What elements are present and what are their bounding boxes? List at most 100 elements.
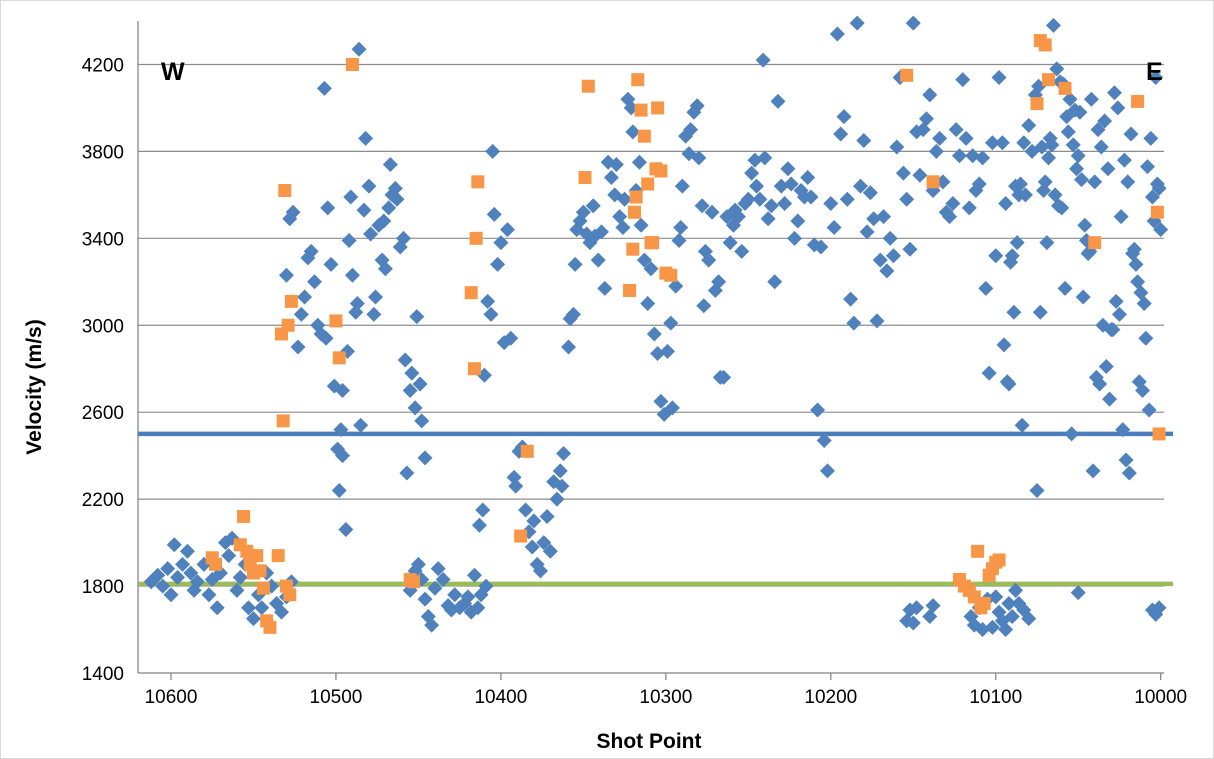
data-point-diamond (343, 189, 359, 205)
data-point-diamond (278, 267, 294, 283)
data-point-square (1150, 205, 1164, 219)
data-point-diamond (998, 622, 1014, 638)
data-point-diamond (320, 200, 336, 216)
data-point-diamond (885, 248, 901, 264)
data-point-diamond (285, 204, 301, 220)
y-tick-label: 2600 (82, 403, 124, 424)
data-point-diamond (1148, 70, 1164, 86)
data-point-diamond (1105, 322, 1121, 338)
data-point-square (628, 205, 642, 219)
data-point-diamond (767, 274, 783, 290)
data-point-diamond (734, 243, 750, 259)
data-point-square (629, 190, 643, 204)
data-point-diamond (603, 169, 619, 185)
data-point-diamond (493, 235, 509, 251)
data-point-diamond (1041, 150, 1057, 166)
data-point-diamond (730, 209, 746, 225)
y-tick-label: 4200 (82, 55, 124, 76)
data-point-diamond (975, 150, 991, 166)
data-point-diamond (470, 600, 486, 616)
data-point-diamond (1113, 209, 1129, 225)
data-point-diamond (389, 191, 405, 207)
data-point-square (581, 79, 595, 93)
data-point-square (1030, 97, 1044, 111)
data-point-diamond (232, 569, 248, 585)
data-point-diamond (650, 346, 666, 362)
data-point-square (1131, 94, 1145, 108)
data-point-square (345, 57, 359, 71)
data-point-diamond (833, 126, 849, 142)
data-point-square (626, 242, 640, 256)
data-point-diamond (1069, 161, 1085, 177)
x-tick-label: 10100 (969, 687, 1022, 708)
data-point-diamond (1021, 117, 1037, 133)
data-point-diamond (615, 219, 631, 235)
data-point-square (1042, 73, 1056, 87)
x-tick-label: 10300 (639, 687, 692, 708)
data-point-diamond (747, 152, 763, 168)
data-point-diamond (163, 587, 179, 603)
data-point-diamond (1006, 304, 1022, 320)
data-point-diamond (664, 400, 680, 416)
data-point-diamond (653, 393, 669, 409)
data-point-diamond (889, 139, 905, 155)
data-point-diamond (160, 561, 176, 577)
data-point-diamond (1060, 124, 1076, 140)
data-point-square (471, 175, 485, 189)
data-point-diamond (691, 150, 707, 166)
data-point-diamond (381, 200, 397, 216)
data-point-diamond (1090, 122, 1106, 138)
data-point-square (1088, 236, 1102, 250)
data-point-diamond (1034, 139, 1050, 155)
data-point-diamond (424, 617, 440, 633)
data-point-diamond (608, 156, 624, 172)
data-point-diamond (988, 248, 1004, 264)
axes (137, 21, 1164, 680)
data-point-diamond (366, 306, 382, 322)
data-point-square (276, 414, 290, 428)
data-point-diamond (542, 543, 558, 559)
data-point-diamond (843, 291, 859, 307)
data-point-diamond (836, 109, 852, 125)
data-point-diamond (1077, 217, 1093, 233)
data-point-diamond (1133, 285, 1149, 301)
data-point-diamond (290, 339, 306, 355)
data-point-diamond (377, 261, 393, 277)
data-point-diamond (770, 93, 786, 109)
data-point-diamond (1102, 391, 1118, 407)
data-point-diamond (773, 178, 789, 194)
data-point-diamond (1012, 176, 1028, 192)
data-point-diamond (1074, 172, 1090, 188)
data-point-diamond (1009, 235, 1025, 251)
data-point-diamond (918, 111, 934, 127)
data-point-diamond (1123, 126, 1139, 142)
data-point-diamond (829, 26, 845, 42)
data-point-diamond (823, 196, 839, 212)
data-point-diamond (1135, 382, 1151, 398)
data-point-square (469, 231, 483, 245)
data-point-square (514, 529, 528, 543)
data-point-diamond (777, 196, 793, 212)
data-point-diamond (201, 587, 217, 603)
data-point-diamond (1125, 246, 1141, 262)
data-point-diamond (565, 306, 581, 322)
data-point-diamond (175, 556, 191, 572)
data-point-diamond (1130, 274, 1146, 290)
data-point-diamond (554, 478, 570, 494)
data-points (143, 15, 1169, 638)
data-point-diamond (803, 189, 819, 205)
data-point-diamond (1120, 174, 1136, 190)
data-point-diamond (417, 450, 433, 466)
data-point-diamond (905, 15, 921, 31)
data-point-diamond (293, 306, 309, 322)
data-point-diamond (341, 233, 357, 249)
data-point-diamond (948, 122, 964, 138)
data-point-diamond (1107, 85, 1123, 101)
data-point-diamond (241, 600, 257, 616)
x-tick-label: 10400 (474, 687, 527, 708)
data-point-square (971, 544, 985, 558)
data-point-diamond (1017, 187, 1033, 203)
data-point-square (464, 286, 478, 300)
data-point-diamond (430, 561, 446, 577)
